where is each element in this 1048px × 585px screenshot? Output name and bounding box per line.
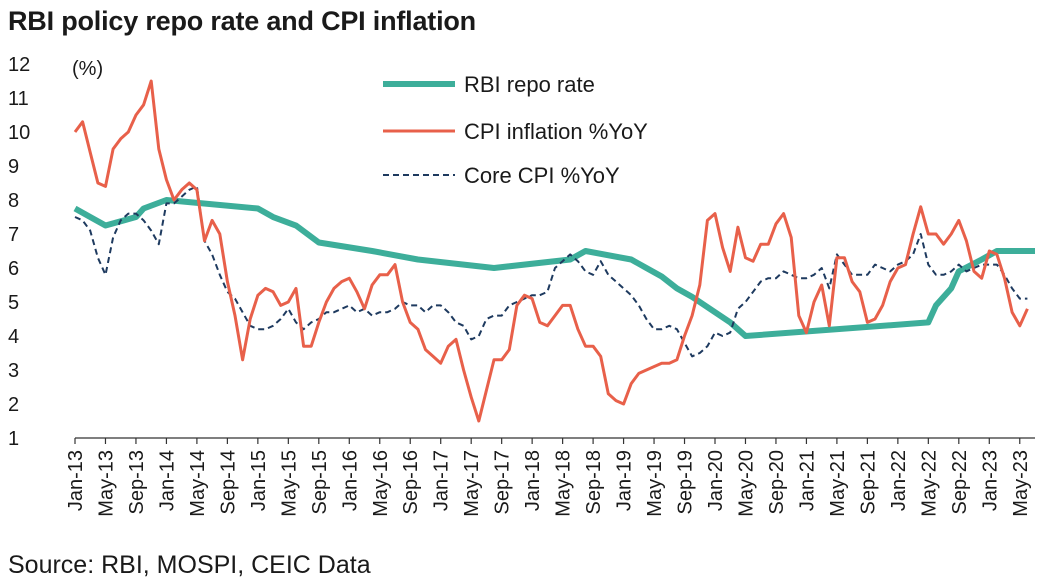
x-tick-label: Jan-15 <box>248 450 270 511</box>
y-tick-label: 1 <box>8 428 19 450</box>
y-axis-label: (%) <box>72 58 103 80</box>
legend: RBI repo rate CPI inflation %YoY Core CPI … <box>383 72 648 188</box>
x-tick-label: May-22 <box>918 450 940 517</box>
y-tick-label: 12 <box>8 54 30 76</box>
x-tick-label: Sep-20 <box>766 450 788 515</box>
x-tick-label: Sep-13 <box>126 450 148 515</box>
x-tick-label: May-14 <box>187 450 209 517</box>
x-tick-label: Jan-16 <box>339 450 361 511</box>
x-tick-label: Jan-17 <box>431 450 453 511</box>
y-tick-label: 8 <box>8 190 19 212</box>
x-tick-label: May-21 <box>827 450 849 517</box>
x-tick-label: Sep-22 <box>949 450 971 515</box>
y-tick-label: 2 <box>8 394 19 416</box>
x-tick-label: May-19 <box>644 450 666 517</box>
legend-label-cpi-inflation-yoy: CPI inflation %YoY <box>464 119 648 144</box>
x-tick-label: Sep-18 <box>583 450 605 515</box>
x-tick-label: Sep-21 <box>857 450 879 515</box>
legend-label-rbi-repo-rate: RBI repo rate <box>464 72 595 97</box>
x-tick-label: May-13 <box>95 450 117 517</box>
series-line-rbi-repo-rate <box>73 197 1035 339</box>
x-tick-label: Jan-18 <box>522 450 544 511</box>
x-tick-label: Jan-23 <box>979 450 1001 511</box>
y-tick-label: 3 <box>8 360 19 382</box>
series-line-core-cpi-yoy <box>74 185 1028 358</box>
x-tick-label: May-23 <box>1010 450 1032 517</box>
x-tick-label: Sep-17 <box>492 450 514 515</box>
x-tick-label: Jan-21 <box>796 450 818 511</box>
y-tick-label: 4 <box>8 326 19 348</box>
x-tick-label: Jan-19 <box>614 450 636 511</box>
x-tick-label: May-16 <box>370 450 392 517</box>
x-axis: Jan-13 May-13 Sep-13 Jan-14 May-14 Sep-14 Jan-… <box>65 437 1035 517</box>
y-tick-label: 5 <box>8 292 19 314</box>
x-tick-label: Sep-15 <box>309 450 331 515</box>
legend-label-core-cpi-yoy: Core CPI %YoY <box>464 163 620 188</box>
y-tick-label: 11 <box>8 88 29 110</box>
source-note: Source: RBI, MOSPI, CEIC Data <box>8 551 371 579</box>
series-line-cpi-inflation-yoy <box>73 79 1029 423</box>
x-tick-label: Sep-16 <box>400 450 422 515</box>
x-tick-label: Sep-19 <box>675 450 697 515</box>
x-tick-label: Sep-14 <box>217 450 239 515</box>
y-tick-label: 9 <box>8 156 19 178</box>
x-tick-label: Jan-20 <box>705 450 727 511</box>
x-tick-label: May-17 <box>461 450 483 517</box>
x-tick-label: Jan-14 <box>156 450 178 511</box>
chart-title: RBI policy repo rate and CPI inflation <box>8 6 476 36</box>
x-tick-label: May-20 <box>735 450 757 517</box>
x-tick-label: May-18 <box>553 450 575 517</box>
series-lines <box>73 79 1035 423</box>
x-tick-label: Jan-13 <box>65 450 87 511</box>
x-tick-label: Jan-22 <box>888 450 910 511</box>
x-tick-label: May-15 <box>278 450 300 517</box>
y-tick-label: 10 <box>8 122 30 144</box>
y-tick-label: 6 <box>8 258 19 280</box>
y-tick-label: 7 <box>8 224 19 246</box>
